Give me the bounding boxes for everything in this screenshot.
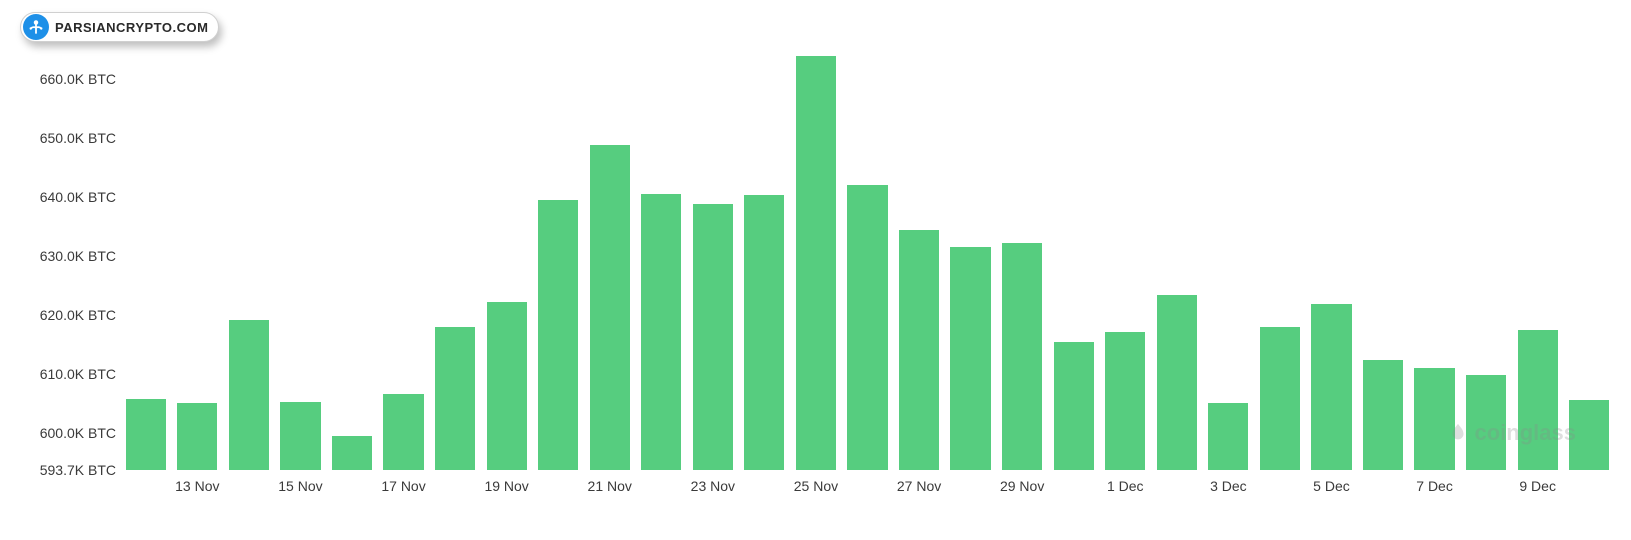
brand-icon	[23, 14, 49, 40]
bar	[1002, 243, 1042, 470]
bar	[1105, 332, 1145, 470]
bar	[693, 204, 733, 470]
x-tick-label: 1 Dec	[1107, 478, 1144, 494]
watermark-icon	[1447, 422, 1469, 444]
bar	[847, 185, 887, 470]
bar	[1208, 403, 1248, 470]
bar	[383, 394, 423, 470]
bar	[899, 230, 939, 470]
bar	[280, 402, 320, 470]
x-tick-label: 15 Nov	[278, 478, 322, 494]
bar	[590, 145, 630, 470]
bar	[229, 320, 269, 470]
brand-badge: PARSIANCRYPTO.COM	[20, 12, 219, 42]
y-tick-label: 660.0K BTC	[40, 71, 116, 87]
x-tick-label: 13 Nov	[175, 478, 219, 494]
y-tick-label: 610.0K BTC	[40, 366, 116, 382]
x-tick-label: 23 Nov	[691, 478, 735, 494]
bar	[1260, 327, 1300, 470]
x-tick-label: 7 Dec	[1416, 478, 1453, 494]
bar	[538, 200, 578, 470]
y-tick-label: 630.0K BTC	[40, 248, 116, 264]
watermark: coinglass	[1447, 420, 1576, 446]
bar	[744, 195, 784, 470]
bar	[1157, 295, 1197, 470]
bar	[950, 247, 990, 470]
bar	[796, 56, 836, 470]
bar	[641, 194, 681, 470]
x-tick-label: 21 Nov	[588, 478, 632, 494]
y-tick-label: 640.0K BTC	[40, 189, 116, 205]
bar	[177, 403, 217, 470]
x-tick-label: 9 Dec	[1519, 478, 1556, 494]
bar	[1311, 304, 1351, 470]
chart-container: PARSIANCRYPTO.COM 593.7K BTC 600.0K BTC 61…	[0, 0, 1631, 540]
bar	[435, 327, 475, 470]
y-tick-label: 620.0K BTC	[40, 307, 116, 323]
bar	[1054, 342, 1094, 470]
x-tick-label: 17 Nov	[381, 478, 425, 494]
x-tick-label: 5 Dec	[1313, 478, 1350, 494]
x-tick-label: 29 Nov	[1000, 478, 1044, 494]
bar	[487, 302, 527, 470]
x-tick-label: 3 Dec	[1210, 478, 1247, 494]
x-tick-label: 19 Nov	[484, 478, 528, 494]
y-tick-label: 650.0K BTC	[40, 130, 116, 146]
bar	[1518, 330, 1558, 470]
watermark-text: coinglass	[1475, 420, 1576, 446]
bar	[126, 399, 166, 470]
brand-text: PARSIANCRYPTO.COM	[55, 20, 208, 35]
bar	[1363, 360, 1403, 470]
x-tick-label: 25 Nov	[794, 478, 838, 494]
plot-area	[120, 50, 1615, 470]
y-tick-label: 600.0K BTC	[40, 425, 116, 441]
bar	[332, 436, 372, 470]
x-tick-label: 27 Nov	[897, 478, 941, 494]
y-tick-label: 593.7K BTC	[40, 462, 116, 478]
